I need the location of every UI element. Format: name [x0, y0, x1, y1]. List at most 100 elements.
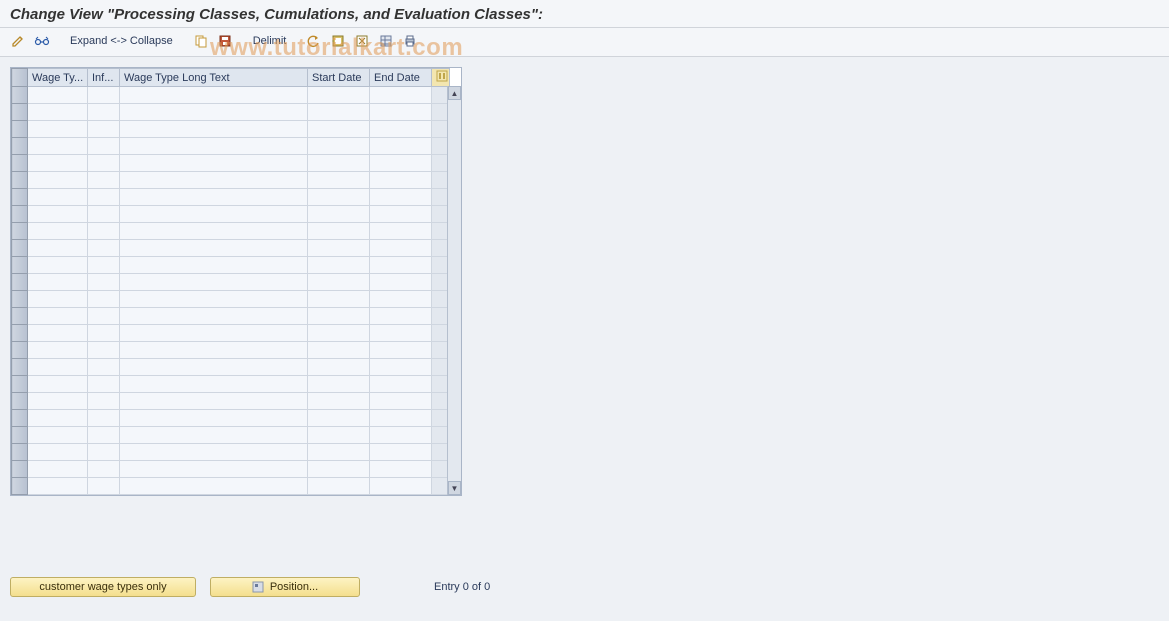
print-icon[interactable] [400, 32, 420, 50]
grid-cell[interactable] [28, 274, 88, 291]
position-button[interactable]: Position... [210, 577, 360, 597]
grid-cell[interactable] [88, 223, 120, 240]
grid-cell[interactable] [370, 155, 432, 172]
grid-cell[interactable] [88, 240, 120, 257]
grid-cell[interactable] [308, 257, 370, 274]
vertical-scrollbar[interactable]: ▲ ▼ [447, 86, 461, 495]
grid-cell[interactable] [28, 189, 88, 206]
grid-cell[interactable] [88, 155, 120, 172]
grid-cell[interactable] [308, 308, 370, 325]
grid-cell[interactable] [28, 138, 88, 155]
grid-cell[interactable] [120, 478, 308, 495]
grid-cell[interactable] [120, 240, 308, 257]
grid-cell[interactable] [120, 206, 308, 223]
grid-cell[interactable] [308, 461, 370, 478]
grid-cell[interactable] [120, 172, 308, 189]
scroll-track[interactable] [448, 100, 461, 481]
grid-cell[interactable] [308, 410, 370, 427]
row-selector[interactable] [12, 376, 28, 393]
grid-cell[interactable] [28, 359, 88, 376]
grid-cell[interactable] [88, 325, 120, 342]
grid-cell[interactable] [88, 121, 120, 138]
customer-wage-types-button[interactable]: customer wage types only [10, 577, 196, 597]
grid-cell[interactable] [88, 427, 120, 444]
grid-cell[interactable] [120, 257, 308, 274]
grid-cell[interactable] [88, 257, 120, 274]
grid-cell[interactable] [370, 274, 432, 291]
grid-cell[interactable] [28, 478, 88, 495]
grid-cell[interactable] [28, 376, 88, 393]
select-all-icon[interactable] [328, 32, 348, 50]
column-header[interactable]: Wage Type Long Text [120, 69, 308, 87]
grid-cell[interactable] [88, 189, 120, 206]
grid-cell[interactable] [308, 223, 370, 240]
row-selector[interactable] [12, 172, 28, 189]
row-selector[interactable] [12, 393, 28, 410]
grid-cell[interactable] [28, 104, 88, 121]
column-header[interactable] [12, 69, 28, 87]
grid-cell[interactable] [88, 206, 120, 223]
grid-cell[interactable] [88, 342, 120, 359]
row-selector[interactable] [12, 274, 28, 291]
row-selector[interactable] [12, 359, 28, 376]
grid-cell[interactable] [308, 359, 370, 376]
grid-cell[interactable] [28, 257, 88, 274]
expand-collapse-button[interactable]: Expand <-> Collapse [64, 33, 179, 49]
grid-cell[interactable] [120, 189, 308, 206]
copy-icon[interactable] [191, 32, 211, 50]
row-selector[interactable] [12, 206, 28, 223]
grid-cell[interactable] [370, 461, 432, 478]
grid-cell[interactable] [28, 240, 88, 257]
grid-cell[interactable] [308, 138, 370, 155]
grid-cell[interactable] [88, 172, 120, 189]
grid-cell[interactable] [308, 155, 370, 172]
grid-cell[interactable] [28, 461, 88, 478]
grid-cell[interactable] [88, 291, 120, 308]
scroll-up-arrow[interactable]: ▲ [448, 86, 461, 100]
row-selector[interactable] [12, 478, 28, 495]
grid-cell[interactable] [370, 104, 432, 121]
grid-cell[interactable] [88, 138, 120, 155]
grid-cell[interactable] [370, 240, 432, 257]
grid-cell[interactable] [120, 342, 308, 359]
grid-cell[interactable] [308, 206, 370, 223]
row-selector[interactable] [12, 444, 28, 461]
grid-cell[interactable] [28, 427, 88, 444]
grid-cell[interactable] [28, 121, 88, 138]
grid-cell[interactable] [370, 376, 432, 393]
grid-cell[interactable] [370, 189, 432, 206]
grid-cell[interactable] [88, 104, 120, 121]
column-header[interactable]: Inf... [88, 69, 120, 87]
grid-cell[interactable] [28, 87, 88, 104]
grid-cell[interactable] [308, 121, 370, 138]
row-selector[interactable] [12, 410, 28, 427]
grid-cell[interactable] [308, 342, 370, 359]
grid-cell[interactable] [28, 206, 88, 223]
column-header[interactable]: Start Date [308, 69, 370, 87]
row-selector[interactable] [12, 427, 28, 444]
grid-cell[interactable] [370, 138, 432, 155]
grid-cell[interactable] [88, 410, 120, 427]
grid-cell[interactable] [370, 223, 432, 240]
grid-cell[interactable] [308, 376, 370, 393]
grid-cell[interactable] [28, 172, 88, 189]
grid-cell[interactable] [308, 274, 370, 291]
column-header[interactable]: Wage Ty... [28, 69, 88, 87]
grid-cell[interactable] [308, 104, 370, 121]
grid-cell[interactable] [28, 410, 88, 427]
grid-cell[interactable] [88, 478, 120, 495]
row-selector[interactable] [12, 342, 28, 359]
grid-cell[interactable] [370, 325, 432, 342]
grid-cell[interactable] [120, 461, 308, 478]
row-selector[interactable] [12, 461, 28, 478]
grid-cell[interactable] [370, 444, 432, 461]
grid-cell[interactable] [308, 291, 370, 308]
row-selector[interactable] [12, 291, 28, 308]
grid-cell[interactable] [88, 359, 120, 376]
grid-cell[interactable] [120, 444, 308, 461]
column-header[interactable]: End Date [370, 69, 432, 87]
row-selector[interactable] [12, 155, 28, 172]
grid-cell[interactable] [28, 155, 88, 172]
grid-cell[interactable] [120, 410, 308, 427]
row-selector[interactable] [12, 121, 28, 138]
